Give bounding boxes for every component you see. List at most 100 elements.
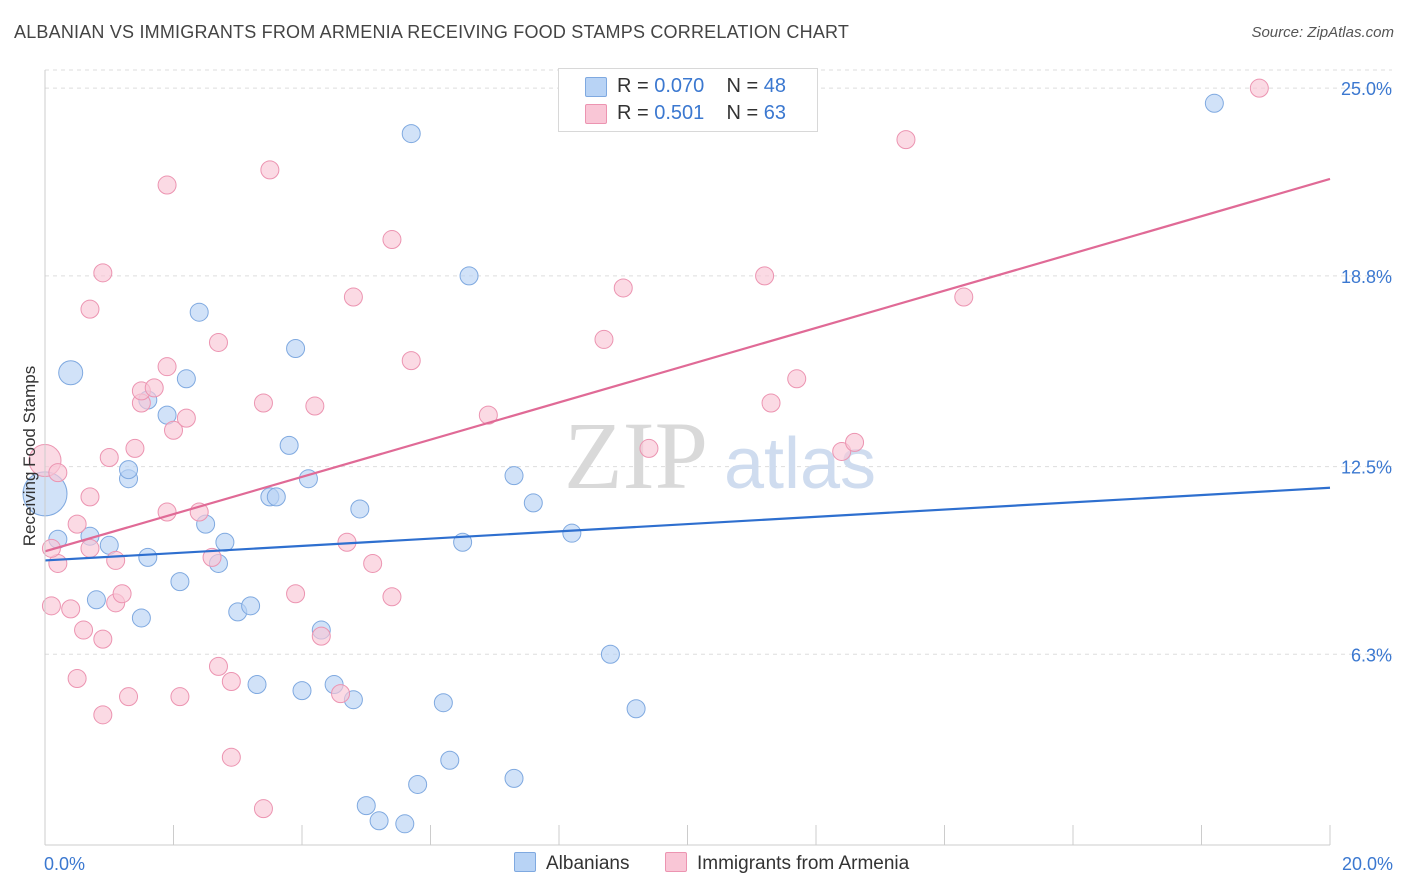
armenia-point (613, 278, 633, 298)
albanians-point (504, 466, 524, 486)
armenia-point (144, 378, 164, 398)
armenia-point (106, 550, 126, 570)
armenia-point (208, 656, 228, 676)
armenia-point (67, 514, 87, 534)
armenia-point (93, 629, 113, 649)
albanians-point (440, 750, 460, 770)
y-tick-label: 12.5% (1341, 458, 1392, 478)
armenia-point (331, 684, 351, 704)
armenia-point (401, 351, 421, 371)
n-label: N = (726, 102, 759, 124)
armenia-point (382, 587, 402, 607)
armenia-point (202, 547, 222, 567)
albanians-point (286, 339, 306, 359)
armenia-point (787, 369, 807, 389)
albanians-r-value: 0.070 (654, 75, 705, 97)
armenia-point (93, 263, 113, 283)
chart-title: ALBANIAN VS IMMIGRANTS FROM ARMENIA RECE… (14, 22, 850, 42)
armenia-point (761, 393, 781, 413)
albanians-trend-line (44, 486, 1331, 562)
albanians-n-value: 48 (763, 75, 787, 97)
points-layer (22, 78, 1269, 834)
armenia-point (260, 160, 280, 180)
y-tick-label: 18.8% (1341, 267, 1392, 287)
albanians-point (523, 493, 543, 513)
grid-layer (45, 69, 1392, 655)
armenia-point (755, 266, 775, 286)
armenia-trend-line (44, 177, 1331, 553)
armenia-point (67, 668, 87, 688)
y-tick-label: 25.0% (1341, 79, 1392, 99)
armenia-point (74, 620, 94, 640)
albanians-legend-swatch (514, 852, 536, 872)
armenia-point (896, 130, 916, 150)
y-axis-label: Receiving Food Stamps (20, 365, 39, 547)
albanians-point (395, 814, 415, 834)
albanians-point (266, 487, 286, 507)
albanians-point (504, 768, 524, 788)
armenia-r-value: 0.501 (654, 102, 705, 124)
trend-layer (44, 177, 1331, 562)
albanians-point (58, 360, 84, 386)
r-label: R = (617, 102, 649, 124)
x-tick-label: 0.0% (44, 854, 85, 874)
albanians-point (408, 774, 428, 794)
armenia-swatch (585, 104, 607, 124)
y-tick-label: 6.3% (1351, 645, 1392, 665)
armenia-point (80, 299, 100, 319)
armenia-legend-swatch (665, 852, 687, 872)
armenia-point (119, 687, 139, 707)
armenia-point (343, 287, 363, 307)
armenia-point (845, 432, 865, 452)
albanians-point (459, 266, 479, 286)
albanians-point (292, 681, 312, 701)
armenia-point (93, 705, 113, 725)
armenia-point (61, 599, 81, 619)
albanians-point (86, 590, 106, 610)
armenia-point (112, 584, 132, 604)
armenia-point (1249, 78, 1269, 98)
albanians-point (626, 699, 646, 719)
albanians-legend-label: Albanians (546, 853, 630, 874)
stats-legend: R = 0.070 N = 48 R = 0.501 N = 63 (558, 68, 818, 132)
albanians-point (279, 435, 299, 455)
albanians-point (138, 547, 158, 567)
albanians-point (241, 596, 261, 616)
albanians-point (247, 675, 267, 695)
axis-layer: 6.3% 12.5% 18.8% 25.0% 0.0% 20.0% (44, 70, 1393, 874)
albanians-swatch (585, 77, 607, 97)
albanians-point (215, 532, 235, 552)
armenia-point (157, 175, 177, 195)
bottom-legend-armenia: Immigrants from Armenia (665, 852, 909, 875)
armenia-point (594, 329, 614, 349)
armenia-point (125, 438, 145, 458)
armenia-point (286, 584, 306, 604)
armenia-point (253, 799, 273, 819)
armenia-point (170, 687, 190, 707)
armenia-point (478, 405, 498, 425)
x-tick-label: 20.0% (1342, 854, 1393, 874)
r-label: R = (617, 75, 649, 97)
armenia-legend-label: Immigrants from Armenia (697, 853, 910, 874)
source-label: Source: ZipAtlas.com (1251, 24, 1394, 41)
bottom-legend-albanians: Albanians (514, 852, 629, 875)
armenia-point (253, 393, 273, 413)
armenia-point (41, 538, 61, 558)
albanians-point (369, 811, 389, 831)
albanians-point (562, 523, 582, 543)
armenia-point (382, 230, 402, 250)
albanians-point (350, 499, 370, 519)
albanians-point (401, 124, 421, 144)
albanians-point (433, 693, 453, 713)
armenia-point (954, 287, 974, 307)
armenia-point (157, 357, 177, 377)
armenia-point (305, 396, 325, 416)
armenia-point (80, 487, 100, 507)
watermark-zip: ZIP (564, 402, 708, 509)
albanians-point (1204, 93, 1224, 113)
armenia-point (176, 408, 196, 428)
armenia-point (208, 332, 228, 352)
armenia-point (639, 438, 659, 458)
albanians-point (170, 572, 190, 592)
